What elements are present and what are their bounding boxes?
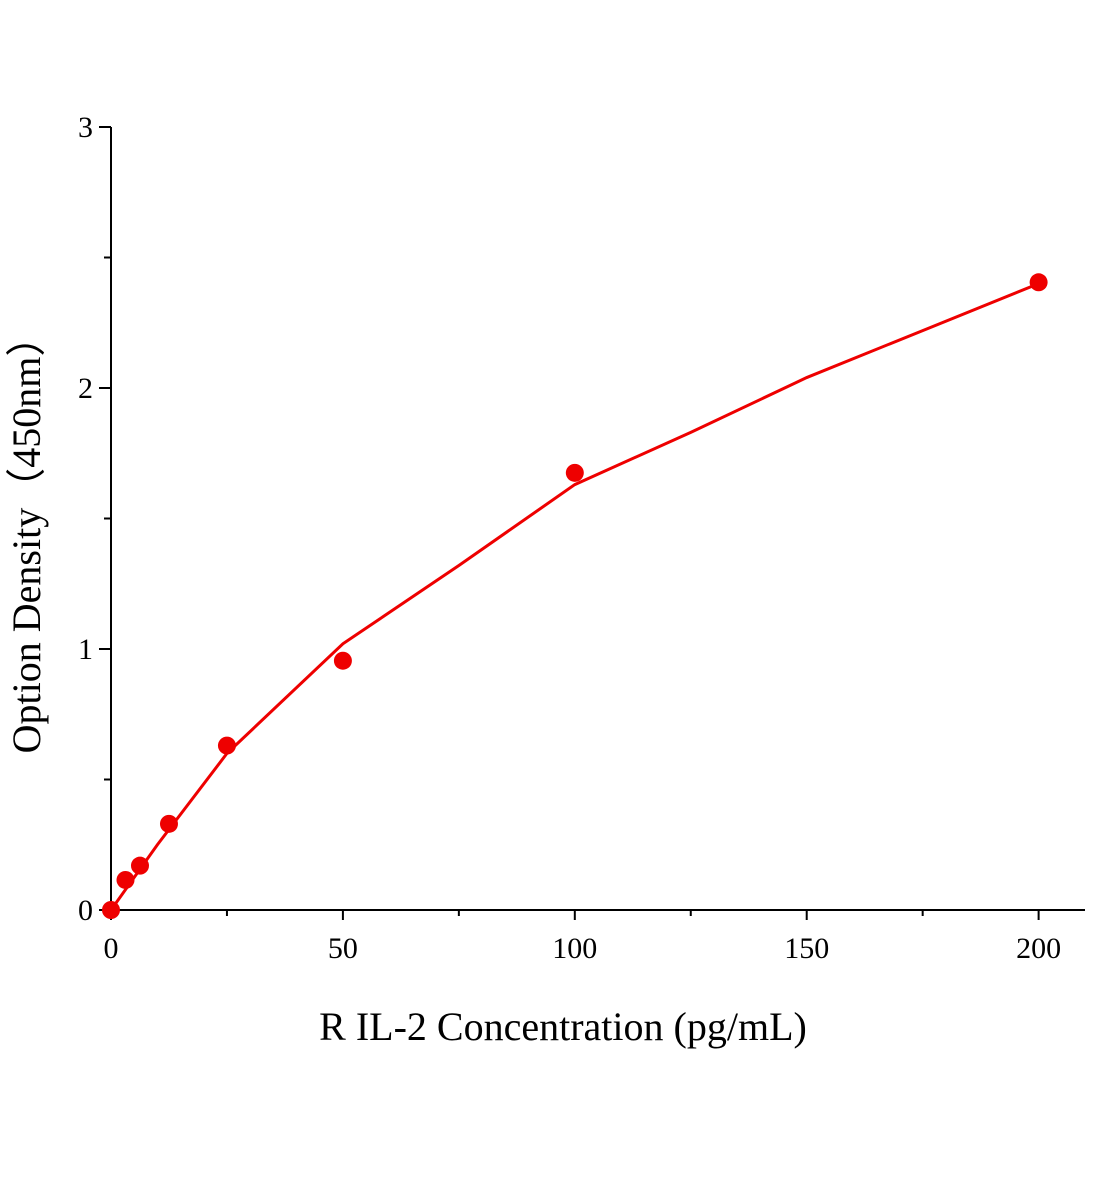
data-point	[1029, 273, 1048, 292]
y-axis-label: Option Density（450nm）	[4, 317, 49, 754]
y-tick-label: 1	[78, 633, 93, 666]
y-tick-label: 3	[78, 111, 93, 144]
y-tick-label: 0	[78, 894, 93, 927]
x-tick-label: 100	[552, 932, 597, 965]
x-tick-label: 0	[104, 932, 119, 965]
x-tick-label: 150	[784, 932, 829, 965]
x-tick-label: 50	[328, 932, 358, 965]
data-point	[565, 463, 584, 482]
y-tick-label: 2	[78, 372, 93, 405]
data-point	[116, 870, 135, 889]
data-point	[159, 814, 178, 833]
x-axis-label: R IL-2 Concentration (pg/mL)	[319, 1004, 807, 1049]
data-point	[333, 651, 352, 670]
data-point	[102, 901, 120, 919]
fit-curve	[109, 282, 1040, 911]
data-point	[217, 736, 236, 755]
data-point	[130, 856, 149, 875]
x-tick-label: 200	[1016, 932, 1061, 965]
